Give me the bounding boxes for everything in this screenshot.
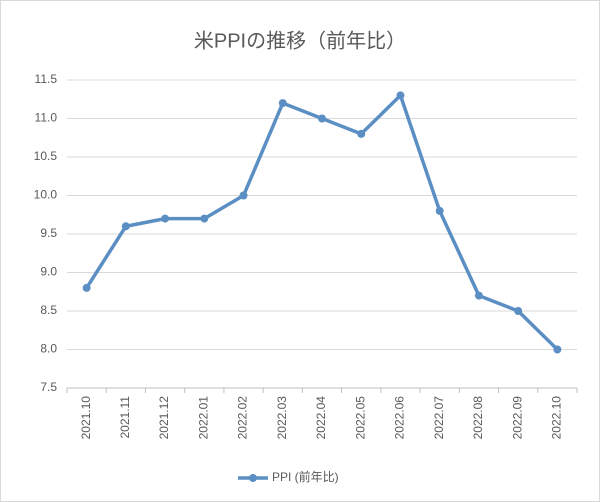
legend-marker — [249, 474, 257, 482]
marker — [514, 307, 523, 315]
y-tick-label: 11.5 — [35, 72, 58, 86]
x-tick-label: 2021.11 — [118, 396, 132, 439]
y-tick-label: 7.5 — [40, 380, 57, 394]
marker — [396, 91, 405, 100]
x-tick-label: 2022.03 — [275, 396, 289, 440]
marker — [161, 214, 170, 223]
legend-label: PPI (前年比) — [272, 469, 339, 484]
chart-title: 米PPIの推移（前年比） — [194, 29, 406, 52]
x-tick-label: 2022.02 — [236, 396, 250, 440]
x-tick-label: 2022.05 — [353, 396, 367, 440]
y-tick-label: 10.5 — [34, 149, 58, 163]
y-tick-label: 9.0 — [40, 265, 57, 279]
x-tick-label: 2021.12 — [157, 396, 171, 440]
x-tick-label: 2022.10 — [550, 396, 564, 440]
x-tick-label: 2021.10 — [79, 396, 93, 440]
marker — [474, 291, 483, 300]
x-tick-label: 2022.07 — [432, 396, 446, 440]
x-tick-label: 2022.04 — [314, 396, 328, 440]
x-tick-label: 2022.08 — [471, 396, 485, 440]
y-tick-label: 10.0 — [34, 188, 58, 202]
marker — [121, 222, 130, 231]
marker — [278, 99, 287, 108]
y-tick-label: 8.5 — [40, 303, 57, 317]
marker — [553, 345, 562, 354]
y-tick-label: 11.0 — [35, 111, 58, 125]
x-tick-label: 2022.09 — [510, 396, 524, 440]
marker — [200, 214, 209, 223]
marker — [357, 129, 366, 138]
marker — [435, 206, 444, 215]
x-tick-label: 2022.06 — [393, 396, 407, 440]
y-tick-label: 8.0 — [40, 342, 57, 356]
marker — [82, 283, 91, 292]
marker — [318, 114, 326, 123]
y-tick-label: 9.5 — [40, 226, 57, 240]
marker — [239, 191, 248, 200]
x-tick-label: 2022.01 — [196, 396, 210, 440]
